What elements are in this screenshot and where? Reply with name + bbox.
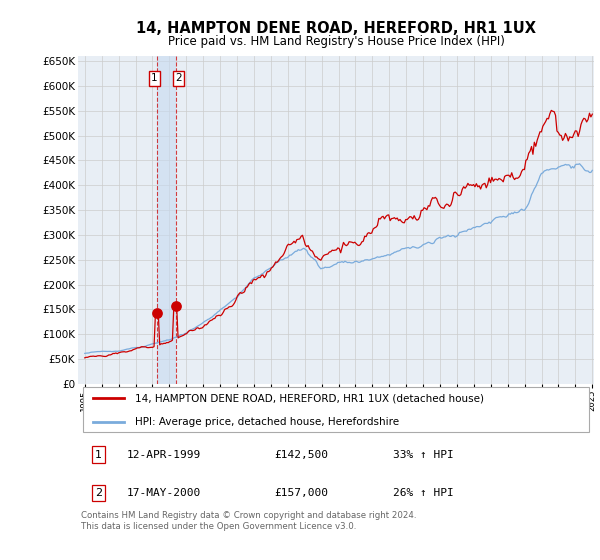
Text: 2: 2 bbox=[176, 73, 182, 83]
Text: £157,000: £157,000 bbox=[274, 488, 328, 498]
Text: £142,500: £142,500 bbox=[274, 450, 328, 460]
Point bbox=[171, 301, 181, 310]
Text: 26% ↑ HPI: 26% ↑ HPI bbox=[393, 488, 454, 498]
Text: 17-MAY-2000: 17-MAY-2000 bbox=[127, 488, 201, 498]
Text: Price paid vs. HM Land Registry's House Price Index (HPI): Price paid vs. HM Land Registry's House … bbox=[167, 35, 505, 48]
Text: HPI: Average price, detached house, Herefordshire: HPI: Average price, detached house, Here… bbox=[135, 417, 399, 427]
Text: Contains HM Land Registry data © Crown copyright and database right 2024.
This d: Contains HM Land Registry data © Crown c… bbox=[80, 511, 416, 530]
Text: 2: 2 bbox=[95, 488, 102, 498]
Text: 1: 1 bbox=[151, 73, 157, 83]
Text: 14, HAMPTON DENE ROAD, HEREFORD, HR1 1UX: 14, HAMPTON DENE ROAD, HEREFORD, HR1 1UX bbox=[136, 21, 536, 36]
Text: 14, HAMPTON DENE ROAD, HEREFORD, HR1 1UX (detached house): 14, HAMPTON DENE ROAD, HEREFORD, HR1 1UX… bbox=[135, 393, 484, 403]
Text: 1: 1 bbox=[95, 450, 102, 460]
Point bbox=[152, 309, 162, 318]
Bar bbox=[157, 56, 176, 384]
FancyBboxPatch shape bbox=[83, 386, 589, 432]
Text: 12-APR-1999: 12-APR-1999 bbox=[127, 450, 201, 460]
Text: 33% ↑ HPI: 33% ↑ HPI bbox=[393, 450, 454, 460]
